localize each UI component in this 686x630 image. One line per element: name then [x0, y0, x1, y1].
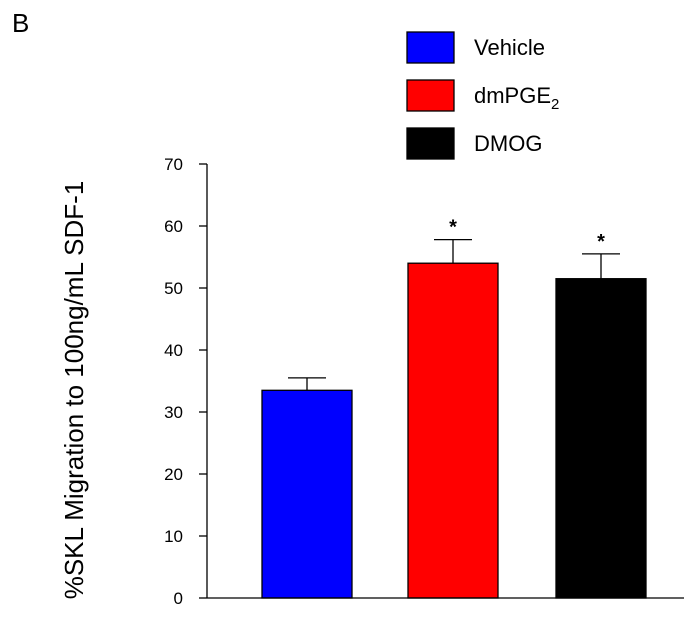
legend-label-dmog: DMOG [474, 131, 542, 156]
y-tick-label: 30 [164, 403, 183, 422]
legend-label-dmpge2: dmPGE2 [474, 83, 559, 113]
y-tick-label: 50 [164, 279, 183, 298]
y-axis-label: %SKL Migration to 100ng/mL SDF-1 [59, 181, 89, 600]
legend-swatch-vehicle [406, 31, 455, 64]
legend-swatch-dmpge2 [406, 79, 455, 112]
y-tick-label: 20 [164, 465, 183, 484]
y-tick-label: 0 [174, 589, 183, 608]
bar-dmpge2 [407, 262, 499, 599]
y-tick-label: 70 [164, 155, 183, 174]
legend-label-subscript: 2 [551, 96, 559, 113]
legend-swatch-dmog [406, 127, 455, 160]
y-tick-label: 10 [164, 527, 183, 546]
bar-vehicle [261, 389, 353, 599]
legend-label-main: DMOG [474, 131, 542, 156]
y-tick-label: 60 [164, 217, 183, 236]
error-bars [288, 238, 620, 391]
legend-label-main: Vehicle [474, 35, 545, 60]
significance-mark: * [597, 231, 605, 253]
legend-label-main: dmPGE [474, 83, 551, 108]
bar-dmog [555, 278, 647, 599]
bars [261, 262, 647, 599]
y-axis: 0 10 20 30 40 50 60 70 [164, 155, 208, 608]
y-tick-label: 40 [164, 341, 183, 360]
legend: Vehicle dmPGE2 DMOG [406, 31, 559, 160]
significance-marks: ** [449, 217, 605, 253]
panel-label: B [12, 8, 29, 38]
legend-label-vehicle: Vehicle [474, 35, 545, 60]
significance-mark: * [449, 217, 457, 239]
